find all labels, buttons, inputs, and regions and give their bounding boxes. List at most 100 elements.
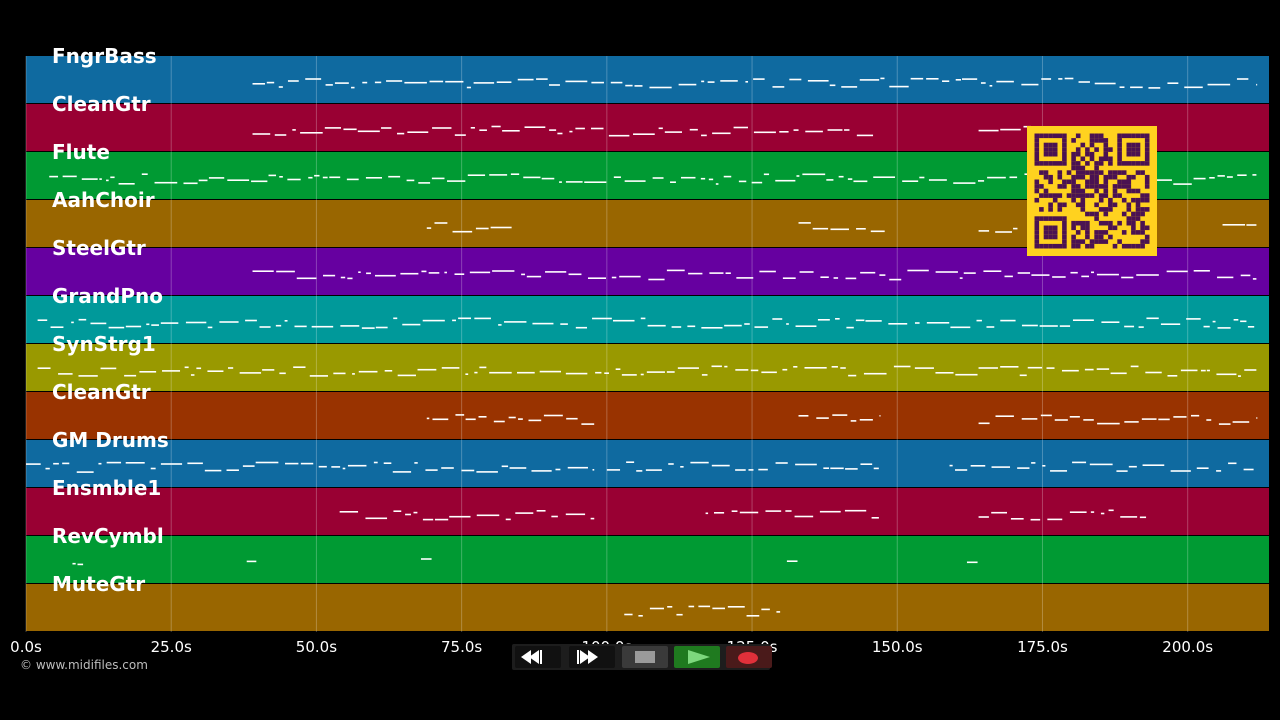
note [595, 371, 602, 374]
note [245, 319, 257, 322]
note [759, 270, 776, 273]
note [798, 222, 811, 224]
track-lane[interactable] [26, 440, 1269, 487]
note [53, 462, 59, 465]
note [1232, 421, 1250, 423]
track-lane[interactable] [26, 488, 1269, 535]
note [37, 367, 51, 369]
note [712, 607, 725, 610]
note [76, 471, 94, 473]
note [926, 322, 950, 324]
note [26, 463, 41, 465]
note [278, 86, 283, 88]
track-label: RevCymbl [52, 524, 164, 548]
note [352, 373, 355, 375]
note [1206, 419, 1212, 421]
note [498, 324, 502, 326]
record-button[interactable] [726, 646, 772, 668]
note [1116, 470, 1128, 472]
note [848, 374, 857, 377]
note [688, 272, 703, 275]
track-lane[interactable] [26, 56, 1269, 103]
note [860, 463, 873, 465]
track-lane[interactable] [26, 296, 1269, 343]
note [705, 512, 709, 515]
note [991, 511, 1008, 514]
note [966, 561, 978, 564]
note [782, 368, 788, 371]
note [745, 81, 749, 83]
note [432, 127, 452, 129]
note [190, 374, 195, 376]
note [879, 415, 881, 417]
note [441, 467, 454, 469]
qr-code-icon [1027, 126, 1157, 256]
note [1017, 467, 1030, 469]
note [469, 271, 491, 274]
note [624, 180, 646, 182]
note [690, 461, 709, 464]
note [1042, 465, 1046, 467]
note [928, 179, 947, 181]
note [611, 276, 617, 279]
note [62, 462, 70, 465]
note [986, 326, 995, 328]
rewind-button[interactable] [515, 646, 561, 668]
note [961, 78, 978, 80]
note [292, 129, 296, 131]
note [1021, 418, 1038, 420]
note [458, 317, 472, 320]
note [676, 613, 683, 616]
note [1206, 369, 1210, 372]
note [444, 271, 447, 274]
note [479, 129, 487, 131]
note [226, 469, 239, 471]
track-lane[interactable] [26, 536, 1269, 583]
note [252, 133, 271, 135]
track-label: GrandPno [52, 284, 163, 308]
note [963, 272, 976, 274]
note [610, 81, 623, 84]
note [794, 515, 814, 518]
note [531, 470, 552, 472]
note [575, 127, 585, 130]
note [1046, 367, 1055, 369]
note [405, 513, 411, 516]
note [454, 273, 465, 275]
note [351, 86, 355, 89]
note [357, 130, 380, 133]
note [976, 319, 982, 322]
time-tick-label: 200.0s [1162, 638, 1214, 656]
note [414, 462, 418, 464]
note [559, 181, 562, 183]
note [1000, 366, 1019, 368]
fast-forward-button[interactable] [569, 646, 615, 668]
track-label: CleanGtr [52, 92, 151, 116]
note [1128, 465, 1137, 468]
note [251, 180, 268, 183]
play-button[interactable] [674, 646, 720, 668]
track-lane[interactable] [26, 584, 1269, 631]
copyright-text: © www.midifiles.com [20, 658, 148, 672]
track-lane[interactable] [26, 392, 1269, 439]
note [959, 277, 963, 279]
note [318, 465, 327, 468]
note [859, 419, 873, 421]
note [346, 178, 359, 181]
stop-button[interactable] [622, 646, 668, 668]
note [557, 132, 563, 135]
note [820, 276, 829, 278]
note [856, 134, 874, 137]
note [1000, 128, 1021, 131]
note [634, 85, 643, 87]
note [763, 173, 770, 176]
note [847, 178, 853, 180]
note [649, 86, 672, 89]
note [1200, 369, 1206, 372]
track-lane[interactable] [26, 344, 1269, 391]
note [276, 270, 295, 273]
note [309, 375, 328, 377]
note [978, 230, 990, 232]
note [712, 132, 731, 135]
